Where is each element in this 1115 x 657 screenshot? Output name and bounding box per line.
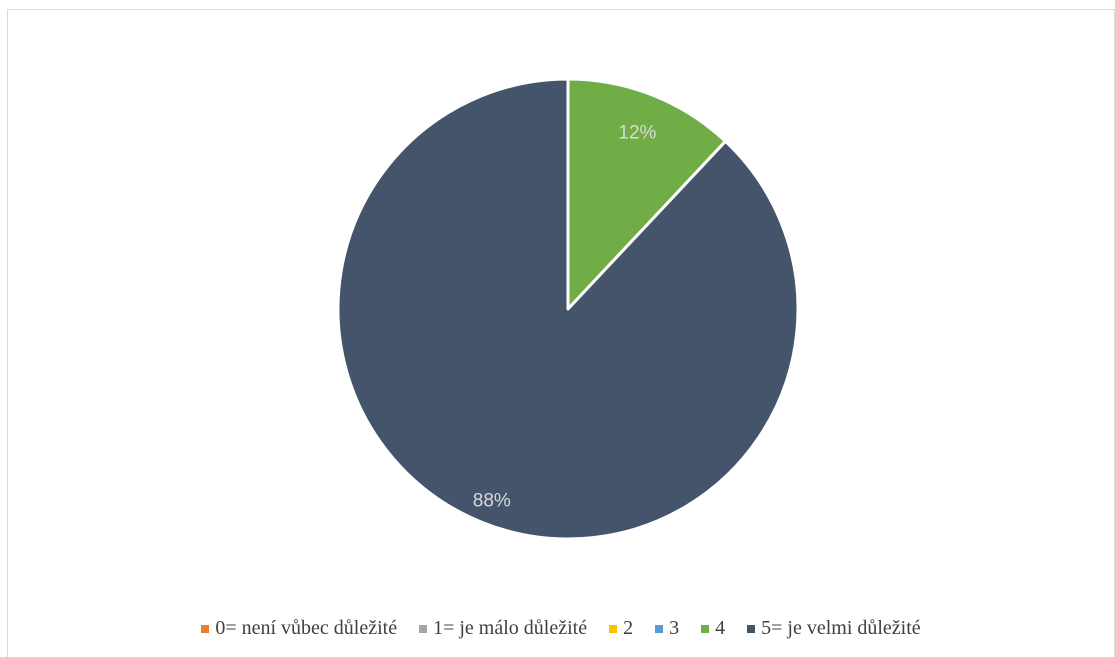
data-label-4: 12% xyxy=(618,123,656,144)
legend-item-5-je-velmi-d-le-it: 5= je velmi důležité xyxy=(747,617,921,640)
legend-label: 5= je velmi důležité xyxy=(761,617,921,639)
legend-swatch xyxy=(201,624,210,633)
legend-swatch xyxy=(701,624,710,633)
legend-label: 4 xyxy=(715,617,726,639)
legend-item-4: 4 xyxy=(701,617,725,640)
legend-label: 0= není vůbec důležité xyxy=(215,617,398,639)
legend-label: 2 xyxy=(623,617,634,639)
pie-slice-5-je-velmi-d-le-it xyxy=(336,77,800,541)
legend-item-1-je-m-lo-d-le-it: 1= je málo důležité xyxy=(419,617,587,640)
legend-item-2: 2 xyxy=(609,617,633,640)
legend-swatch xyxy=(655,624,664,633)
pie-slice-4 xyxy=(566,77,727,311)
legend-item-3: 3 xyxy=(655,617,679,640)
legend-swatch xyxy=(609,624,618,633)
legend-label: 1= je málo důležité xyxy=(433,617,588,639)
legend: 0= není vůbec důležité 1= je málo důležit… xyxy=(8,617,1114,640)
legend-item-0-nen-v-bec-d-le-it: 0= není vůbec důležité xyxy=(201,617,397,640)
legend-swatch xyxy=(419,624,428,633)
data-label-5-je-velmi-d-le-it: 88% xyxy=(473,490,511,511)
chart-frame: 12% 88% 0= není vůbec důležité 1= je málo … xyxy=(7,9,1115,657)
legend-swatch xyxy=(747,624,756,633)
legend-label: 3 xyxy=(669,617,680,639)
pie-chart: 12% 88% xyxy=(336,77,800,541)
